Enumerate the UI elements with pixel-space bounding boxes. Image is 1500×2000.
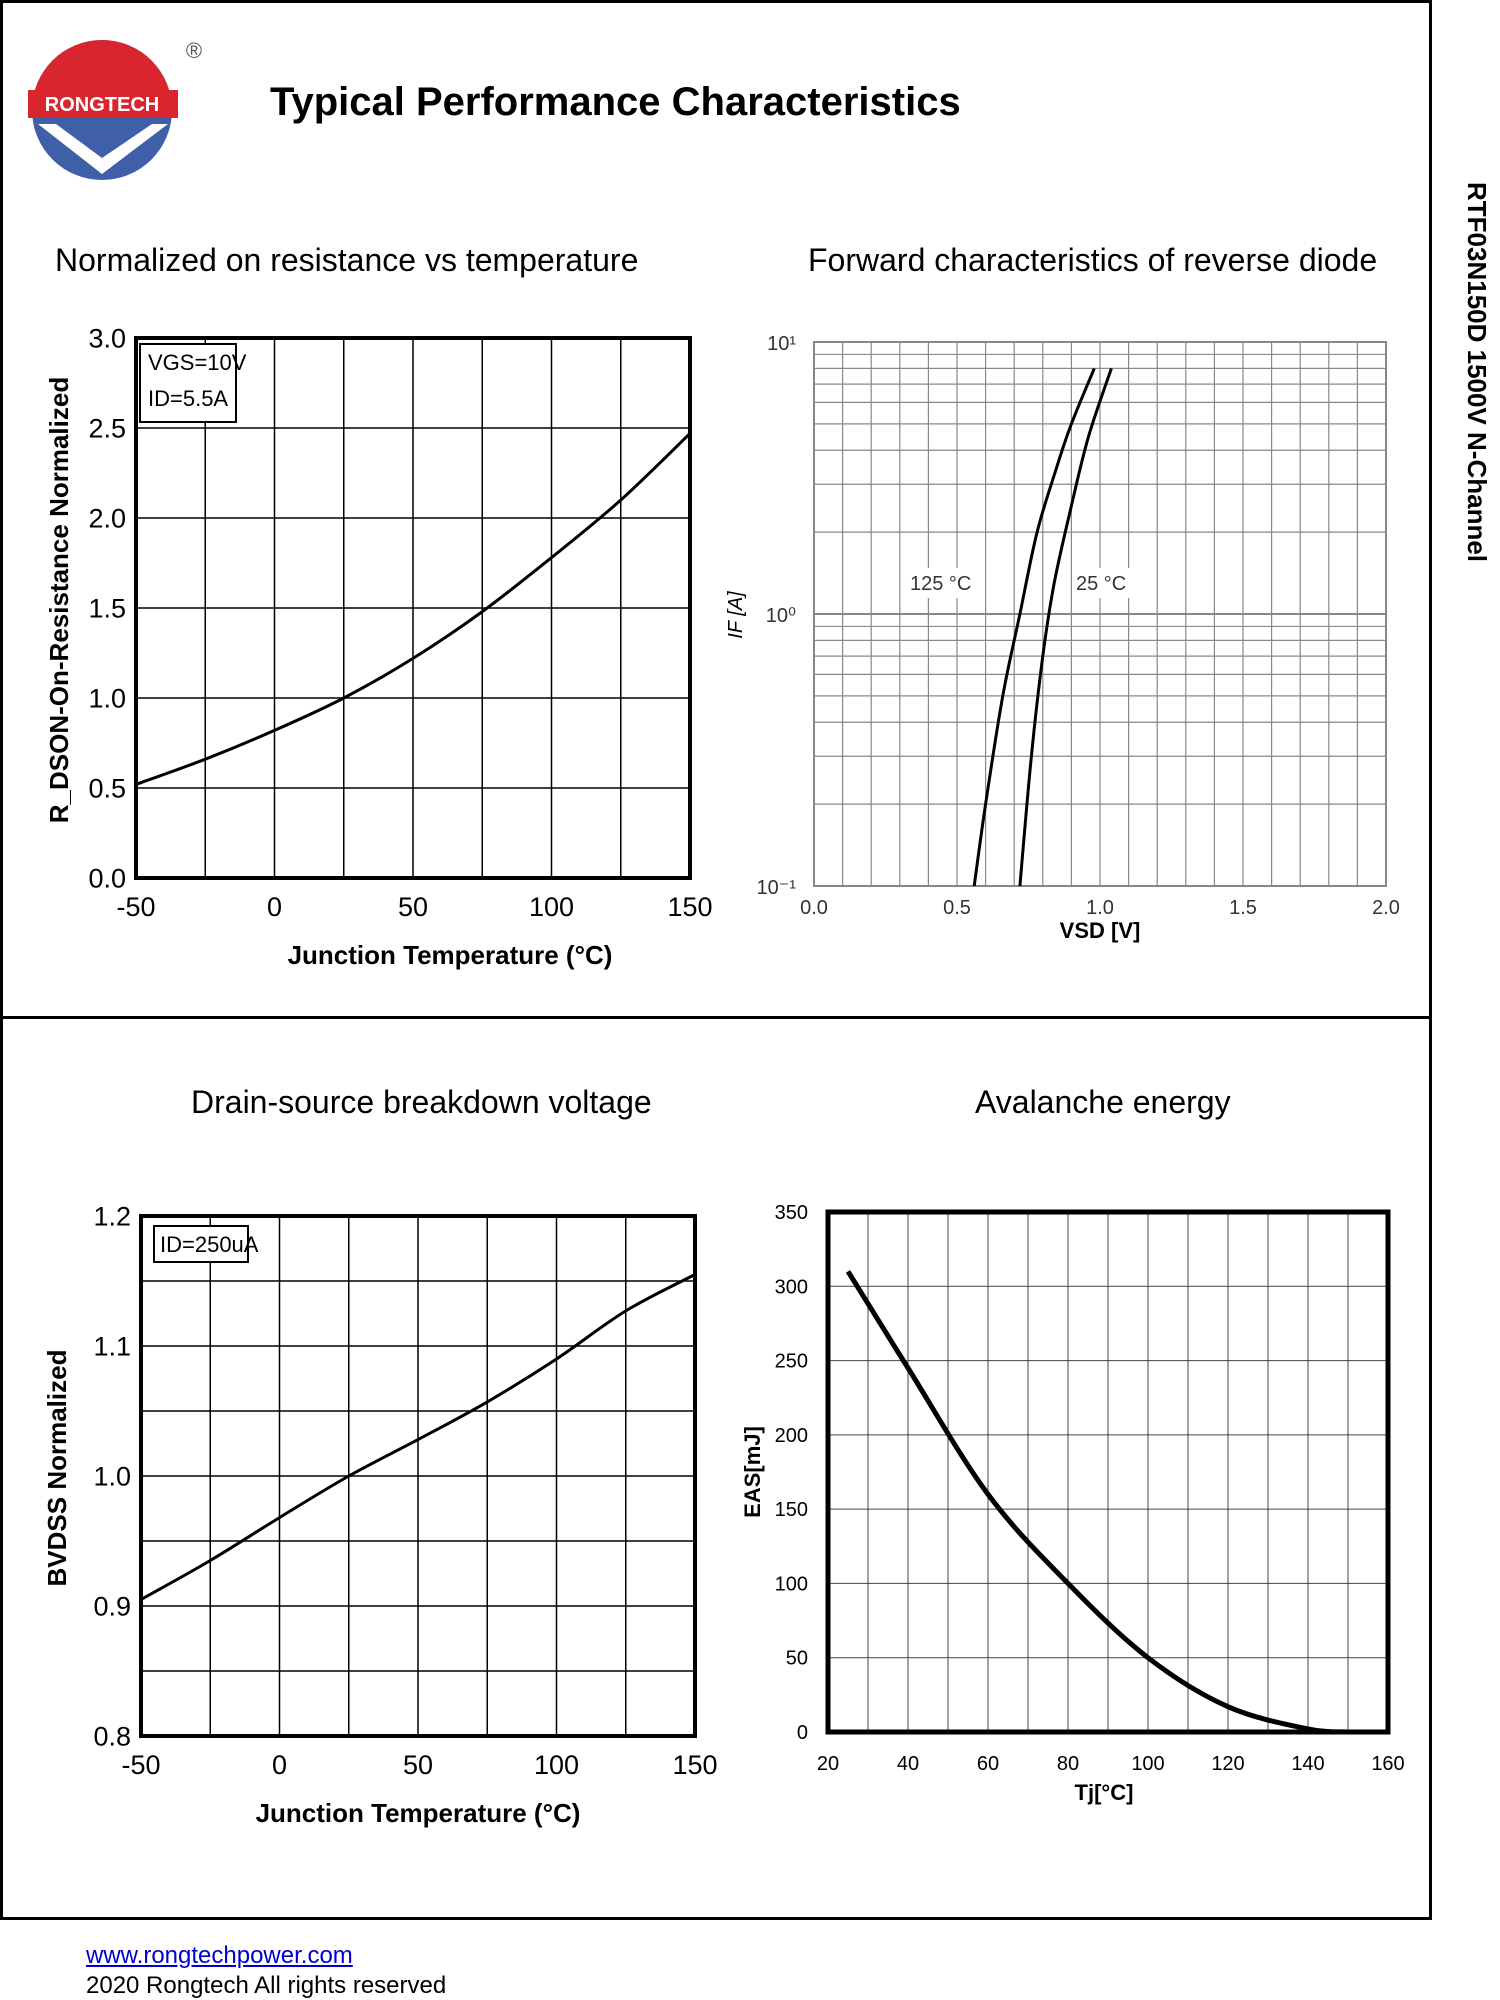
y-tick-label: 0.0 [88,863,126,893]
bvdss-legend-box [153,1225,249,1263]
x-tick-label: 20 [817,1753,839,1775]
diode-curve-25c [1018,367,1113,887]
y-tick-label: 350 [775,1202,808,1224]
x-tick-label: 0.0 [800,897,828,919]
y-tick-label: 0.5 [88,773,126,803]
chart-title-bvdss: Drain-source breakdown voltage [191,1084,652,1120]
y-tick-label: 1.2 [93,1201,131,1231]
diode-tick-labels: 0.0 0.5 1.0 1.5 2.0 10¹ 10⁰ 10⁻¹ [757,333,1400,919]
eas-xlabel: Tj[°C] [1075,1780,1134,1805]
x-tick-label: 0.5 [943,897,971,919]
y-tick-label: 1.0 [93,1461,131,1491]
x-tick-label: 120 [1211,1753,1244,1775]
page-title: Typical Performance Characteristics [270,80,961,124]
page-frame [0,0,1432,1920]
bvdss-grid [141,1216,695,1736]
eas-ylabel: EAS[mJ] [740,1426,765,1518]
side-title: RTF03N150D 1500V N-Channel [1462,182,1492,562]
y-tick-label: 200 [775,1425,808,1447]
logo-v-mark [38,124,168,174]
footer-website-link[interactable]: www.rongtechpower.com [86,1942,353,1969]
eas-plot-frame [825,1209,1391,1735]
y-tick-label: 1.1 [93,1331,131,1361]
x-tick-label: 2.0 [1372,897,1400,919]
y-tick-label: 1.0 [88,683,126,713]
logo-text: RONGTECH [45,94,159,116]
y-tick-label: 50 [786,1648,808,1670]
x-tick-label: 60 [977,1753,999,1775]
y-tick-label: 3.0 [88,323,126,353]
diode-label-bg-125 [906,568,976,598]
diode-plot-frame [813,341,1387,887]
x-tick-label: 50 [403,1750,433,1780]
eas-tick-labels: 20 40 60 80 100 120 140 160 0 50 100 150 200 250 300 35… [775,1202,1405,1775]
x-tick-label: -50 [121,1750,160,1780]
rdson-ylabel: R_DSON-On-Resistance Normalized [44,377,74,823]
bvdss-plot-frame [139,1214,697,1738]
diode-curve-125c [972,367,1096,887]
eas-grid [828,1212,1388,1732]
x-tick-label: 1.0 [1086,897,1114,919]
chart-title-rdson: Normalized on resistance vs temperature [55,242,639,278]
y-tick-label: 2.0 [88,503,126,533]
x-tick-label: 100 [534,1750,579,1780]
y-tick-label: 0.9 [93,1591,131,1621]
footer-copyright: 2020 Rongtech All rights reserved [86,1972,447,1999]
side-title-text: RTF03N150D 1500V N-Channel [1462,182,1492,562]
x-tick-label: 40 [897,1753,919,1775]
diode-label-25c: 25 °C [1076,573,1126,595]
y-tick-label: 2.5 [88,413,126,443]
eas-curve [845,1270,1349,1735]
y-tick-label: 150 [775,1499,808,1521]
x-tick-label: 100 [529,892,574,922]
diode-ylabel: IF [A] [725,591,747,639]
rdson-tick-labels: -50 0 50 100 150 0.0 0.5 1.0 1.5 2.0 2.5 3.0 [88,323,712,922]
rdson-annotation-vgs: VGS=10V [148,350,247,375]
x-tick-label: 150 [672,1750,717,1780]
y-tick-label: 0.8 [93,1721,131,1751]
bvdss-xlabel: Junction Temperature (°C) [256,1798,581,1828]
chart-title-eas: Avalanche energy [975,1084,1231,1120]
y-tick-label: 300 [775,1276,808,1298]
registered-mark: ® [186,38,202,63]
rdson-annotation-id: ID=5.5A [148,386,228,411]
chart-title-diode: Forward characteristics of reverse diode [808,242,1378,278]
rongtech-logo: RONGTECH ® [28,38,202,180]
y-tick-label: 10⁻¹ [757,877,797,899]
x-tick-label: 0 [267,892,282,922]
x-tick-label: -50 [116,892,155,922]
logo-band [28,90,178,118]
x-tick-label: 80 [1057,1753,1079,1775]
y-tick-label: 0 [797,1722,808,1744]
diode-label-bg-25 [1072,568,1134,598]
x-tick-label: 150 [667,892,712,922]
y-tick-label: 250 [775,1351,808,1373]
bvdss-tick-labels: -50 0 50 100 150 0.8 0.9 1.0 1.1 1.2 [93,1201,717,1780]
x-tick-label: 1.5 [1229,897,1257,919]
y-tick-label: 1.5 [88,593,126,623]
section-divider [0,1016,1432,1019]
bvdss-annotation-id: ID=250uA [160,1232,259,1257]
diode-label-125c: 125 °C [910,573,971,595]
diode-xlabel: VSD [V] [1060,918,1141,943]
x-tick-label: 160 [1371,1753,1404,1775]
y-tick-label: 100 [775,1573,808,1595]
y-tick-label: 10¹ [767,333,796,355]
x-tick-label: 100 [1131,1753,1164,1775]
y-tick-label: 10⁰ [766,605,796,627]
bvdss-ylabel: BVDSS Normalized [42,1350,72,1587]
rdson-curve [135,432,692,786]
rdson-legend-box [139,343,237,423]
bvdss-curve [140,1273,696,1601]
x-tick-label: 50 [398,892,428,922]
diode-grid [814,342,1386,887]
rdson-plot-frame [134,336,692,880]
x-tick-label: 140 [1291,1753,1324,1775]
rdson-xlabel: Junction Temperature (°C) [288,940,613,970]
x-tick-label: 0 [272,1750,287,1780]
